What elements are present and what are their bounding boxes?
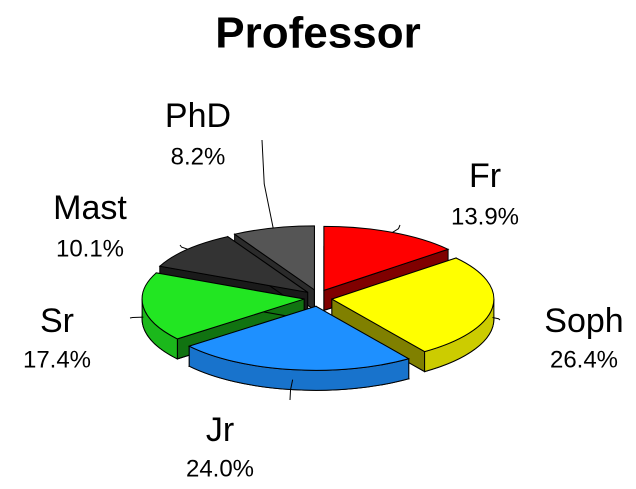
leader-line [289, 379, 294, 401]
leader-line [261, 139, 274, 229]
value-label: 17.4% [23, 346, 91, 373]
slice [330, 257, 495, 353]
value-label: 24.0% [186, 455, 254, 482]
leader-line [492, 317, 501, 321]
category-label: Mast [53, 189, 127, 227]
value-label: 8.2% [171, 143, 226, 170]
chart-title: Professor [215, 9, 420, 58]
value-label: 10.1% [56, 235, 124, 262]
slice [141, 272, 305, 340]
leader-line [392, 224, 401, 233]
category-label: PhD [165, 97, 231, 135]
category-label: Jr [206, 411, 234, 449]
leader-line [129, 316, 144, 319]
leader-line [179, 244, 188, 250]
value-label: 26.4% [550, 346, 618, 373]
value-label: 13.9% [451, 203, 519, 230]
category-label: Sr [40, 302, 74, 340]
category-label: Fr [469, 157, 501, 195]
slice [187, 305, 411, 371]
category-label: Soph [544, 302, 623, 340]
